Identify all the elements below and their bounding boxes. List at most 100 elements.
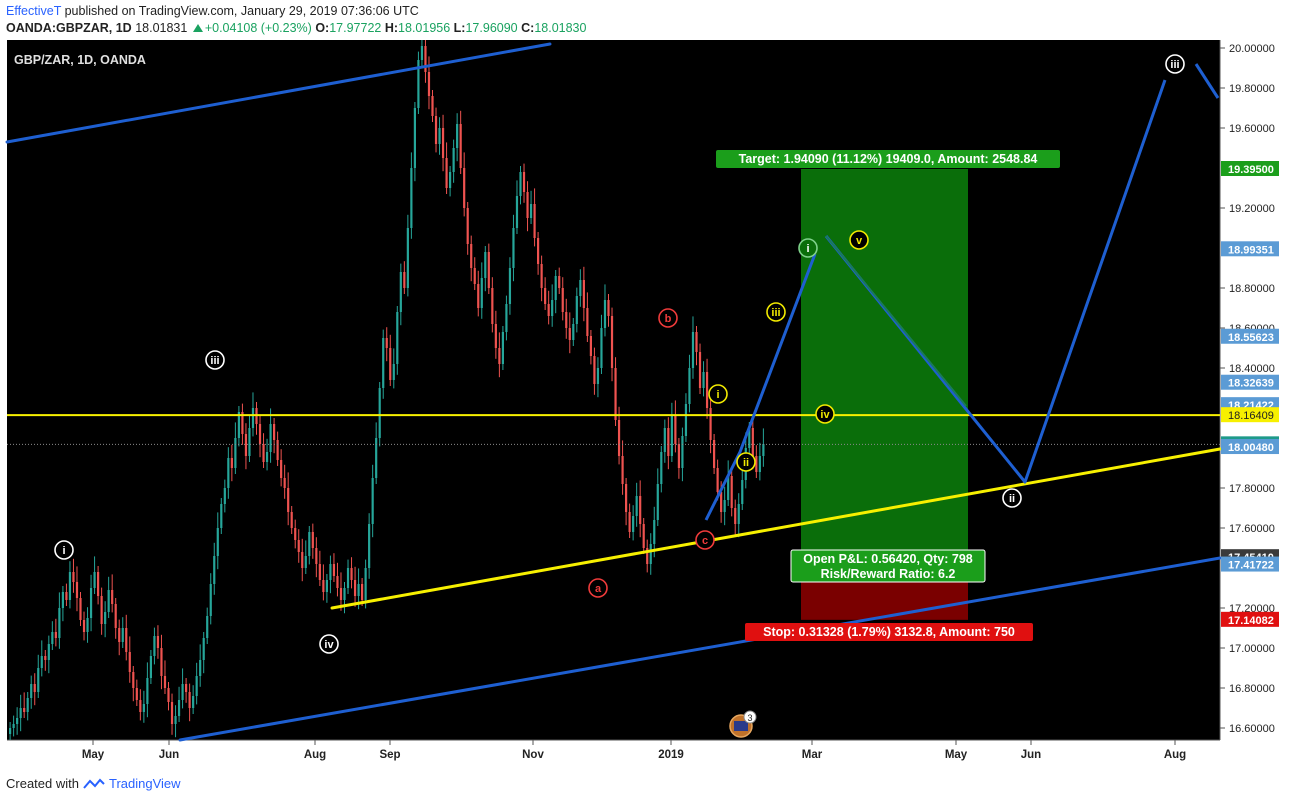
- candle-body: [170, 702, 174, 724]
- candle-body: [181, 684, 184, 700]
- candle-body: [498, 348, 501, 364]
- wave-label-c[interactable]: c: [695, 530, 715, 550]
- candle-body: [58, 608, 61, 638]
- y-tick-label: 19.60000: [1229, 123, 1275, 135]
- candle-body: [65, 592, 68, 600]
- wave-label-iii[interactable]: iii: [205, 350, 225, 370]
- wave-label-iii[interactable]: iii: [1165, 54, 1185, 74]
- wave-label-iv[interactable]: iv: [815, 404, 835, 424]
- wave-projection-tail[interactable]: [1194, 63, 1220, 99]
- wave-label-ii[interactable]: ii: [1002, 488, 1022, 508]
- price-tag-level[interactable]: 18.55623: [1221, 328, 1279, 344]
- candle-body: [276, 440, 279, 460]
- candle-body: [107, 590, 110, 612]
- candle-body: [234, 438, 237, 468]
- candle-body: [82, 620, 86, 632]
- wave-label-i[interactable]: i: [54, 540, 74, 560]
- price-tag-level[interactable]: 18.99351: [1221, 241, 1279, 257]
- candle-body: [350, 568, 353, 580]
- support-trendline[interactable]: [330, 447, 1222, 610]
- tradingview-link[interactable]: TradingView: [108, 776, 181, 791]
- wave-label-ii[interactable]: ii: [736, 452, 756, 472]
- candle-body: [688, 368, 691, 404]
- price-tag-box: [1221, 556, 1279, 572]
- candle-body: [167, 688, 170, 702]
- candle-body: [579, 280, 582, 296]
- pnl-label-box[interactable]: [790, 549, 986, 583]
- candle-body: [727, 476, 730, 500]
- author-link[interactable]: EffectiveT: [6, 4, 62, 18]
- price-tag-box: [1221, 374, 1279, 390]
- candle-body: [287, 488, 290, 512]
- candle-body: [251, 408, 255, 428]
- candle-body: [160, 648, 163, 676]
- candle-body: [114, 604, 117, 628]
- chart-plot-area[interactable]: [7, 40, 1220, 740]
- candle-body: [751, 428, 754, 456]
- candle-body: [544, 288, 547, 304]
- candle-body: [100, 596, 103, 624]
- price-tag-level[interactable]: 18.32639: [1221, 374, 1279, 390]
- candle-body: [558, 276, 561, 288]
- candle-body: [674, 416, 677, 444]
- event-count-badge: [743, 710, 757, 724]
- price-chart[interactable]: Target: 1.94090 (11.12%) 19409.0, Amount…: [0, 40, 1290, 770]
- candle-body: [174, 716, 177, 724]
- last-price: 18.01831: [135, 21, 188, 35]
- price-tag-box: [1221, 611, 1279, 627]
- candle-body: [667, 428, 670, 456]
- target-label-box[interactable]: [716, 150, 1060, 168]
- candle-body: [466, 208, 469, 244]
- wave-label-b[interactable]: b: [658, 308, 678, 328]
- stop-label-box[interactable]: [745, 623, 1033, 641]
- x-tick-label: Mar: [802, 749, 823, 761]
- candle-body: [656, 484, 659, 520]
- candle-body: [332, 564, 336, 576]
- candle-body: [632, 516, 635, 532]
- price-tag-box: [1221, 328, 1279, 344]
- price-tag-support[interactable]: 18.16409: [1221, 407, 1279, 423]
- wave-label-text: iii: [210, 355, 219, 367]
- price-tag-target[interactable]: 19.39500: [1221, 161, 1279, 176]
- created-with-text: Created with: [6, 776, 79, 791]
- wave-label-v[interactable]: v: [849, 230, 869, 250]
- price-tag-level[interactable]: 18.00480: [1221, 439, 1279, 455]
- channel-upper-line[interactable]: [5, 42, 552, 144]
- candle-body: [37, 668, 40, 692]
- candle-body: [153, 636, 156, 656]
- price-tag-label: 18.55623: [1228, 332, 1274, 344]
- y-tick-label: 20.00000: [1229, 43, 1275, 55]
- candle-body: [684, 404, 688, 436]
- candle-body: [371, 478, 374, 524]
- wave-label-circle: [205, 350, 225, 370]
- candle-body: [617, 420, 621, 456]
- candle-body: [561, 288, 564, 312]
- wave-label-i[interactable]: i: [708, 384, 728, 404]
- candle-body: [660, 452, 663, 484]
- x-tick-label: May: [82, 749, 105, 761]
- candle-body: [375, 438, 378, 478]
- x-tick-label: Aug: [304, 749, 326, 761]
- wave-label-iii[interactable]: iii: [766, 302, 786, 322]
- candle-body: [220, 504, 223, 528]
- candle-body: [336, 576, 339, 588]
- candle-body: [417, 60, 420, 108]
- time-axis[interactable]: [7, 740, 1220, 770]
- high-label: H:: [384, 21, 399, 35]
- wave-projection-teal[interactable]: [825, 235, 967, 407]
- x-tick-label: Aug: [1164, 749, 1186, 761]
- x-tick-label: Sep: [379, 749, 400, 761]
- price-tag-stop[interactable]: 17.14082: [1221, 611, 1279, 627]
- wave-projection-up[interactable]: [704, 253, 817, 521]
- price-tag-level[interactable]: 17.41722: [1221, 556, 1279, 572]
- channel-lower-line[interactable]: [178, 556, 1222, 742]
- low-label: L:: [453, 21, 466, 35]
- events-badge[interactable]: 3: [729, 710, 757, 738]
- target-zone[interactable]: [801, 169, 968, 558]
- candle-body: [9, 728, 12, 734]
- wave-label-a[interactable]: a: [588, 578, 608, 598]
- wave-label-i[interactable]: i: [798, 238, 818, 258]
- wave-label-iv[interactable]: iv: [319, 634, 339, 654]
- low-value: 17.96090: [465, 21, 518, 35]
